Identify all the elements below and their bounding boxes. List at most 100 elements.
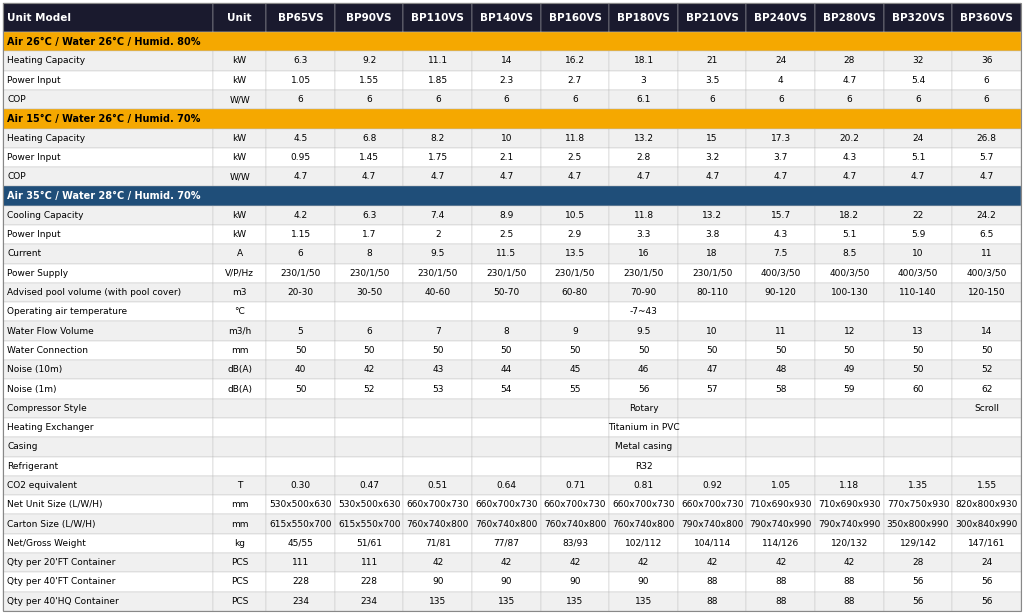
Bar — [403, 457, 472, 476]
Bar — [213, 225, 266, 244]
Text: 400/3/50: 400/3/50 — [898, 269, 938, 278]
Bar — [213, 534, 266, 553]
Text: PCS: PCS — [231, 578, 248, 586]
Text: 230/1/50: 230/1/50 — [281, 269, 321, 278]
Text: 2.8: 2.8 — [637, 153, 650, 162]
Bar — [213, 476, 266, 495]
Bar — [609, 148, 678, 167]
Bar — [472, 322, 541, 341]
Bar — [815, 322, 884, 341]
Bar — [952, 322, 1021, 341]
Bar — [335, 283, 403, 302]
Text: 4.7: 4.7 — [500, 173, 513, 181]
Text: Power Input: Power Input — [7, 76, 60, 85]
Bar — [678, 71, 746, 90]
Bar — [472, 244, 541, 263]
Bar — [213, 148, 266, 167]
Bar — [335, 398, 403, 418]
Bar — [213, 398, 266, 418]
Text: 4.7: 4.7 — [980, 173, 993, 181]
Bar — [678, 572, 746, 592]
Text: 4.7: 4.7 — [706, 173, 719, 181]
Text: 530x500x630: 530x500x630 — [269, 500, 332, 509]
Text: 615x550x700: 615x550x700 — [338, 519, 400, 529]
Bar — [952, 148, 1021, 167]
Text: 3.8: 3.8 — [705, 230, 720, 239]
Bar — [335, 3, 403, 32]
Text: 1.05: 1.05 — [771, 481, 791, 490]
Text: BP210VS: BP210VS — [686, 12, 738, 23]
Bar — [266, 515, 335, 534]
Text: 48: 48 — [775, 365, 786, 374]
Bar — [403, 341, 472, 360]
Text: 400/3/50: 400/3/50 — [967, 269, 1007, 278]
Text: 1.45: 1.45 — [359, 153, 379, 162]
Text: 2.5: 2.5 — [568, 153, 582, 162]
Text: 228: 228 — [292, 578, 309, 586]
Bar — [678, 457, 746, 476]
Text: 71/81: 71/81 — [425, 539, 451, 548]
Text: 0.51: 0.51 — [428, 481, 447, 490]
Text: kW: kW — [232, 56, 247, 66]
Text: PCS: PCS — [231, 597, 248, 606]
Bar — [952, 263, 1021, 283]
Text: 40: 40 — [295, 365, 306, 374]
Text: 56: 56 — [638, 384, 649, 394]
Text: 4.2: 4.2 — [294, 211, 307, 220]
Text: 6: 6 — [435, 95, 440, 104]
Text: 88: 88 — [707, 578, 718, 586]
Text: 24.2: 24.2 — [977, 211, 996, 220]
Text: 90: 90 — [501, 578, 512, 586]
Bar — [678, 283, 746, 302]
Bar — [815, 360, 884, 379]
Text: 15.7: 15.7 — [771, 211, 791, 220]
Bar — [609, 379, 678, 398]
Text: 50: 50 — [638, 346, 649, 355]
Bar — [746, 553, 815, 572]
Bar — [746, 534, 815, 553]
Text: 13: 13 — [912, 327, 924, 336]
Bar — [952, 457, 1021, 476]
Text: 90: 90 — [569, 578, 581, 586]
Bar — [541, 457, 609, 476]
Text: 13.2: 13.2 — [634, 134, 653, 142]
Bar — [815, 515, 884, 534]
Bar — [746, 457, 815, 476]
Bar — [541, 244, 609, 263]
Text: -7~43: -7~43 — [630, 308, 657, 316]
Bar — [609, 206, 678, 225]
Bar — [472, 592, 541, 611]
Bar — [884, 379, 952, 398]
Text: Power Supply: Power Supply — [7, 269, 69, 278]
Text: Power Input: Power Input — [7, 230, 60, 239]
Text: kg: kg — [234, 539, 245, 548]
Bar — [403, 302, 472, 322]
Text: 42: 42 — [844, 558, 855, 567]
Bar — [3, 32, 1021, 52]
Bar — [815, 302, 884, 322]
Text: dB(A): dB(A) — [227, 365, 252, 374]
Bar — [266, 263, 335, 283]
Text: 62: 62 — [981, 384, 992, 394]
Text: 21: 21 — [707, 56, 718, 66]
Bar — [678, 206, 746, 225]
Text: 1.05: 1.05 — [291, 76, 310, 85]
Text: 5.4: 5.4 — [911, 76, 925, 85]
Text: 110-140: 110-140 — [899, 288, 937, 297]
Bar — [3, 534, 213, 553]
Bar — [403, 322, 472, 341]
Bar — [746, 225, 815, 244]
Text: 0.95: 0.95 — [291, 153, 310, 162]
Text: 1.75: 1.75 — [428, 153, 447, 162]
Bar — [213, 515, 266, 534]
Bar — [541, 283, 609, 302]
Bar — [678, 553, 746, 572]
Text: 4.7: 4.7 — [294, 173, 307, 181]
Text: 4.5: 4.5 — [294, 134, 307, 142]
Bar — [746, 263, 815, 283]
Bar — [678, 90, 746, 109]
Text: 47: 47 — [707, 365, 718, 374]
Text: 6.3: 6.3 — [361, 211, 377, 220]
Bar — [213, 322, 266, 341]
Bar — [815, 592, 884, 611]
